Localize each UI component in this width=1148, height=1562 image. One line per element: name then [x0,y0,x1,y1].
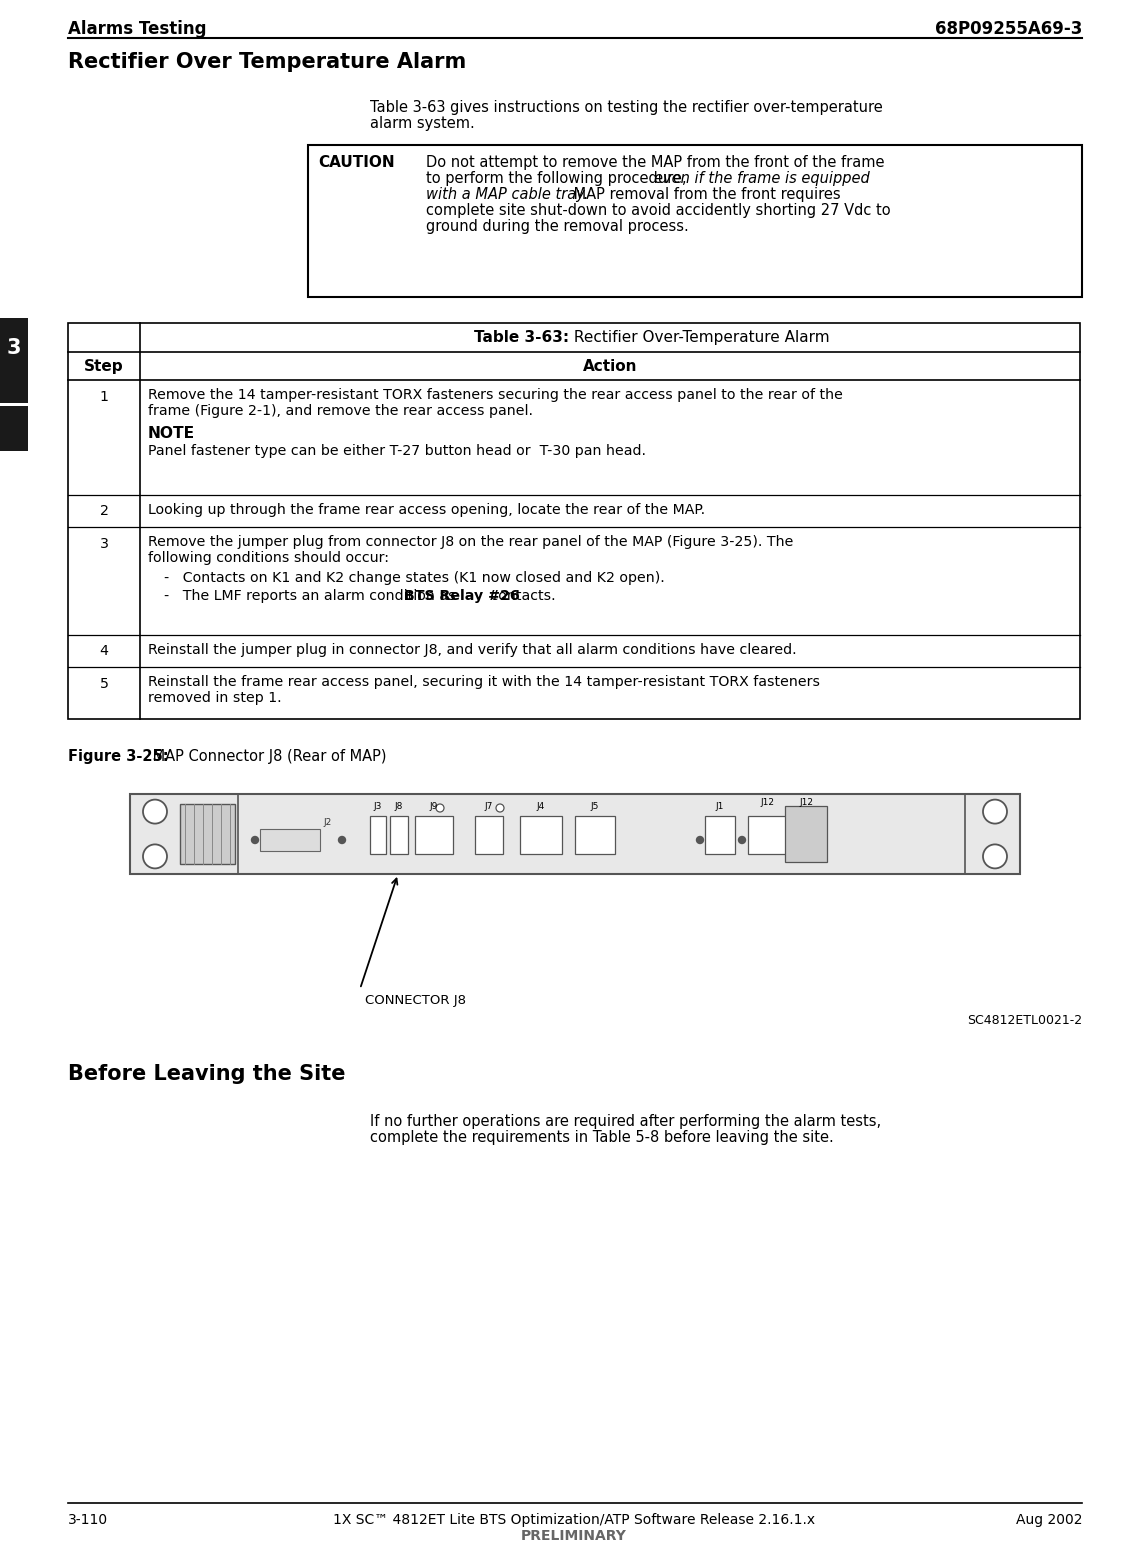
Circle shape [697,837,704,843]
Text: 1X SC™ 4812ET Lite BTS Optimization/ATP Software Release 2.16.1.x: 1X SC™ 4812ET Lite BTS Optimization/ATP … [333,1514,815,1528]
Text: Figure 3-25:: Figure 3-25: [68,750,169,764]
Text: Alarms Testing: Alarms Testing [68,20,207,37]
Text: frame (Figure 2-1), and remove the rear access panel.: frame (Figure 2-1), and remove the rear … [148,405,533,419]
Text: J8: J8 [395,801,403,811]
Text: J3: J3 [374,801,382,811]
Text: 3-110: 3-110 [68,1514,108,1528]
Text: J12: J12 [799,798,813,808]
Text: Before Leaving the Site: Before Leaving the Site [68,1064,346,1084]
Text: 3: 3 [100,537,109,551]
Text: MAP Connector J8 (Rear of MAP): MAP Connector J8 (Rear of MAP) [148,750,387,764]
Bar [180,804,235,864]
Text: Looking up through the frame rear access opening, locate the rear of the MAP.: Looking up through the frame rear access… [148,503,705,517]
Bar [259,829,320,851]
Bar [68,323,1080,719]
Circle shape [983,845,1007,868]
Bar [308,145,1083,297]
Bar [0,319,28,403]
Bar [390,815,408,854]
Text: Aug 2002: Aug 2002 [1016,1514,1083,1528]
Text: PRELIMINARY: PRELIMINARY [521,1529,627,1543]
Text: to perform the following procedure,: to perform the following procedure, [426,170,691,186]
Bar [520,815,563,854]
Text: ground during the removal process.: ground during the removal process. [426,219,689,234]
Circle shape [738,837,745,843]
Text: J2: J2 [323,818,332,826]
Bar [130,793,1021,875]
Text: J1: J1 [716,801,724,811]
Text: Table 3-63:: Table 3-63: [474,330,569,345]
Circle shape [251,837,258,843]
Text: -   Contacts on K1 and K2 change states (K1 now closed and K2 open).: - Contacts on K1 and K2 change states (K… [164,572,665,586]
Text: alarm system.: alarm system. [370,116,475,131]
Text: following conditions should occur:: following conditions should occur: [148,551,389,565]
Text: -   The LMF reports an alarm condition as: - The LMF reports an alarm condition as [164,589,460,603]
Text: 1: 1 [100,390,108,405]
Text: Rectifier Over Temperature Alarm: Rectifier Over Temperature Alarm [68,52,466,72]
Text: J9: J9 [429,801,439,811]
Text: 4: 4 [100,644,109,658]
Text: 68P09255A69-3: 68P09255A69-3 [934,20,1083,37]
Bar [475,815,503,854]
Text: Table 3-63 gives instructions on testing the rectifier over-temperature: Table 3-63 gives instructions on testing… [370,100,883,116]
Text: J12: J12 [760,798,774,808]
Text: MAP removal from the front requires: MAP removal from the front requires [569,187,840,201]
Circle shape [144,845,166,868]
Text: complete site shut-down to avoid accidently shorting 27 Vdc to: complete site shut-down to avoid acciden… [426,203,891,219]
Text: Action: Action [583,359,637,373]
Text: CONNECTOR J8: CONNECTOR J8 [365,993,466,1007]
Text: CAUTION: CAUTION [318,155,395,170]
Text: 5: 5 [100,676,109,690]
Text: Reinstall the jumper plug in connector J8, and verify that all alarm conditions : Reinstall the jumper plug in connector J… [148,644,797,658]
Text: J4: J4 [537,801,545,811]
Text: NOTE: NOTE [148,426,195,440]
Text: Reinstall the frame rear access panel, securing it with the 14 tamper-resistant : Reinstall the frame rear access panel, s… [148,675,820,689]
Text: If no further operations are required after performing the alarm tests,: If no further operations are required af… [370,1114,882,1129]
Text: SC4812ETL0021-2: SC4812ETL0021-2 [967,1014,1083,1026]
Text: Panel fastener type can be either T-27 button head or  T-30 pan head.: Panel fastener type can be either T-27 b… [148,444,646,458]
Circle shape [339,837,346,843]
Circle shape [144,800,166,823]
Text: Remove the 14 tamper-resistant TORX fasteners securing the rear access panel to : Remove the 14 tamper-resistant TORX fast… [148,387,843,401]
Text: 2: 2 [100,505,108,519]
Text: Rectifier Over-Temperature Alarm: Rectifier Over-Temperature Alarm [569,330,830,345]
Text: Remove the jumper plug from connector J8 on the rear panel of the MAP (Figure 3-: Remove the jumper plug from connector J8… [148,536,793,548]
Circle shape [436,804,444,812]
Text: J5: J5 [591,801,599,811]
Bar [414,815,453,854]
Bar [748,815,786,854]
Text: contacts.: contacts. [486,589,556,603]
Text: complete the requirements in Table 5-8 before leaving the site.: complete the requirements in Table 5-8 b… [370,1129,833,1145]
Bar [575,815,615,854]
Bar [705,815,735,854]
Text: J7: J7 [484,801,494,811]
Bar [0,406,28,451]
Text: removed in step 1.: removed in step 1. [148,690,281,704]
Bar [370,815,386,854]
Circle shape [496,804,504,812]
Text: 3: 3 [7,337,22,358]
Text: Step: Step [84,359,124,373]
Text: BTS Relay #26: BTS Relay #26 [404,589,520,603]
Text: Do not attempt to remove the MAP from the front of the frame: Do not attempt to remove the MAP from th… [426,155,884,170]
Text: with a MAP cable tray.: with a MAP cable tray. [426,187,589,201]
Text: even if the frame is equipped: even if the frame is equipped [654,170,870,186]
Bar [785,806,827,862]
Circle shape [983,800,1007,823]
